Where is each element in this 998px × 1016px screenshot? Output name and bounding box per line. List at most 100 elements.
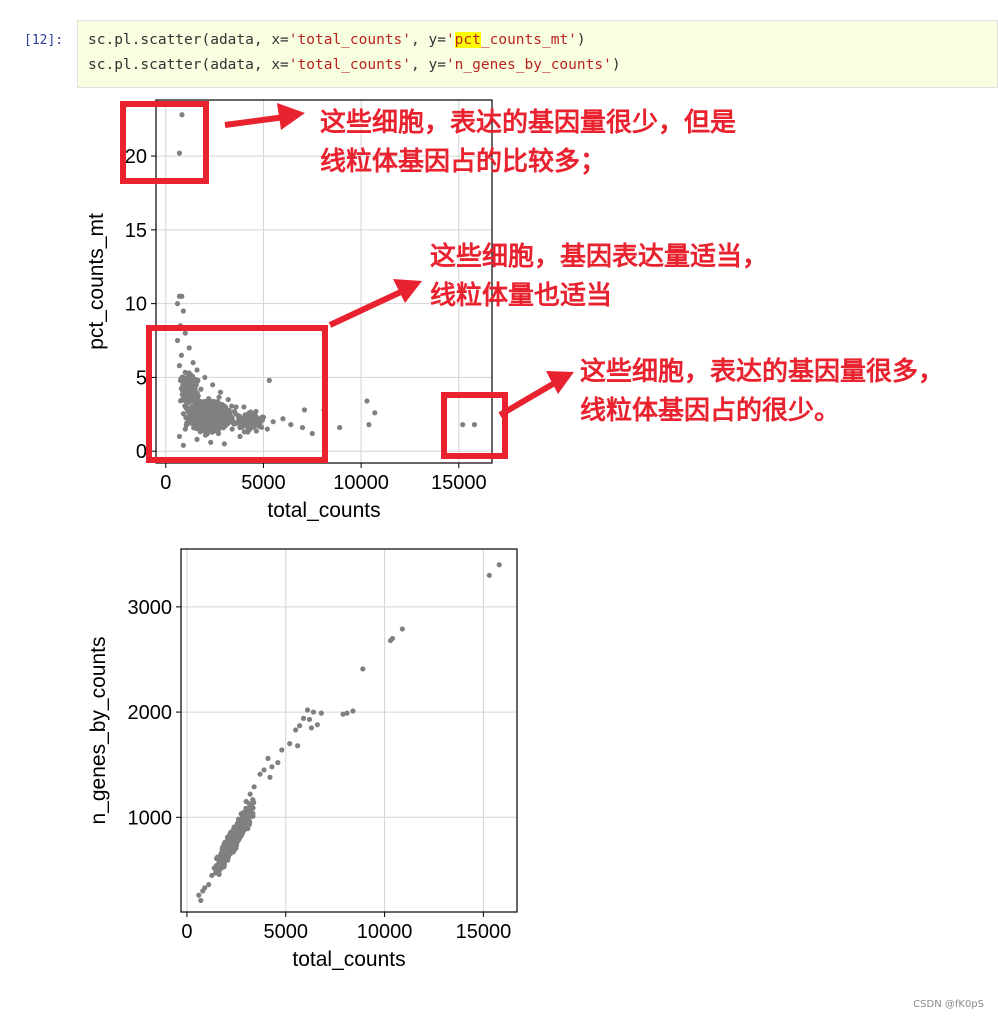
scatter-point (195, 393, 201, 399)
x-tick-label: 5000 (264, 921, 309, 943)
scatter-point (213, 855, 220, 862)
scatter-point (226, 419, 232, 426)
y-tick-label: 15 (125, 220, 147, 242)
x-tick-label: 0 (160, 472, 171, 494)
annotation-middle-line1: 这些细胞，基因表达量适当， (430, 241, 768, 272)
scatter-point (296, 723, 303, 729)
scatter-point (247, 415, 253, 421)
search-highlight: pct (454, 32, 481, 48)
scatter-point (293, 727, 299, 733)
arrow-to-annotation-2 (328, 279, 422, 328)
code-text: , y= (411, 57, 446, 73)
cell-prompt: [12]: (24, 33, 64, 48)
scatter-point (270, 419, 276, 425)
scatter-point (245, 429, 251, 435)
scatter-point (178, 352, 184, 358)
scatter-point (372, 410, 378, 416)
x-tick-label: 10000 (333, 472, 389, 494)
highlight-box-high-counts-low-mt (441, 392, 508, 459)
scatter-point (182, 330, 188, 336)
scatter-point (471, 422, 478, 428)
scatter-point (257, 771, 263, 777)
scatter-point (344, 710, 350, 716)
plot-frame (180, 548, 518, 913)
scatter-point (182, 426, 188, 432)
scatter-point (486, 572, 492, 578)
scatter-point (209, 872, 215, 879)
scatter-point (242, 817, 248, 823)
scatter-point (238, 811, 244, 817)
scatter-point (234, 834, 240, 841)
scatter-point (186, 345, 192, 351)
scatter-point (197, 429, 203, 435)
scatter-point (237, 413, 243, 419)
scatter-point (350, 708, 356, 714)
x-axis-label: total_counts (267, 499, 380, 522)
scatter-point (241, 404, 247, 410)
scatter-point (306, 716, 313, 723)
scatter-point (234, 830, 240, 837)
y-tick-label: 10 (125, 294, 147, 316)
scatter-point (261, 767, 267, 773)
scatter-point (182, 369, 188, 375)
scatter-point (239, 827, 245, 833)
scatter-point (245, 821, 251, 828)
scatter-point (179, 391, 185, 398)
scatter-point (300, 715, 307, 722)
scatter-point (256, 422, 263, 428)
y-tick-label: 3000 (128, 597, 173, 619)
x-tick-label: 15000 (456, 921, 512, 943)
scatter-point (244, 809, 250, 815)
scatter-point (194, 367, 200, 373)
scatter-point (399, 626, 405, 632)
code-string: ' (445, 32, 455, 48)
code-line-2[interactable]: sc.pl.scatter(adata, x='total_counts', y… (88, 57, 621, 73)
scatter-point (269, 764, 275, 770)
scatter-point (228, 829, 234, 835)
scatter-point (310, 709, 317, 715)
scatter-point (337, 424, 343, 431)
scatter-point (190, 360, 196, 366)
scatter-point (194, 416, 200, 423)
scatter-point (185, 416, 191, 422)
code-cell[interactable]: sc.pl.scatter(adata, x='total_counts', y… (77, 20, 998, 88)
scatter-point (179, 293, 185, 299)
scatter-point (260, 414, 267, 420)
scatter-point (206, 396, 212, 402)
scatter-point (200, 416, 206, 422)
output-area (77, 90, 537, 990)
scatter-point (204, 404, 210, 410)
scatter-point (184, 405, 190, 411)
scatter-point (265, 755, 271, 761)
y-axis-label: n_genes_by_counts (87, 637, 110, 825)
scatter-point (184, 382, 190, 388)
scatter-point (364, 398, 370, 404)
scatter-point (204, 431, 210, 437)
code-string: _counts_mt' (480, 32, 577, 48)
scatter-point (275, 759, 281, 766)
scatter-point (496, 562, 502, 568)
scatter-point (195, 424, 201, 430)
scatter-point (216, 394, 222, 400)
highlight-box-normal-cells (146, 325, 328, 463)
scatter-point (204, 408, 211, 414)
scatter-point (212, 423, 218, 429)
scatter-point (236, 823, 242, 829)
scatter-point (243, 798, 249, 805)
y-tick-label: 0 (136, 441, 147, 463)
scatter-point (194, 436, 200, 442)
code-string: 'total_counts' (288, 32, 412, 48)
scatter-point (309, 430, 315, 437)
scatter-point (228, 838, 234, 844)
scatter-point (304, 707, 311, 713)
code-text: sc.pl.scatter(adata, x= (88, 57, 289, 73)
scatter-point (180, 374, 186, 381)
code-line-1[interactable]: sc.pl.scatter(adata, x='total_counts', y… (88, 32, 586, 48)
scatter-point (253, 428, 259, 434)
scatter-point (279, 747, 285, 753)
code-string: 'total_counts' (288, 57, 412, 73)
arrow-to-annotation-3 (498, 371, 574, 418)
scatter-point (210, 428, 216, 434)
scatter-point (230, 849, 237, 855)
